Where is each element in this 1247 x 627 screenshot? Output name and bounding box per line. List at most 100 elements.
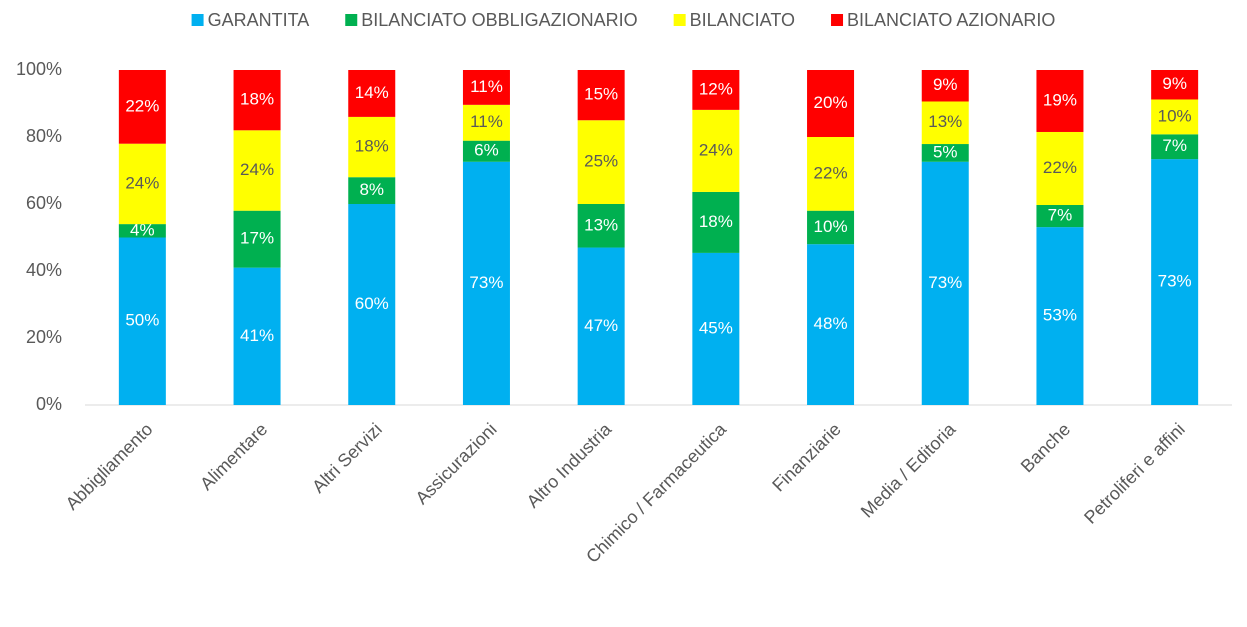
y-tick-label: 0%: [36, 394, 62, 414]
x-tick-label: Media / Editoria: [857, 418, 960, 521]
data-label: 7%: [1048, 206, 1073, 225]
data-label: 20%: [814, 93, 848, 112]
bar-segment: [462, 140, 510, 162]
bar-segment: [233, 210, 281, 268]
data-label: 24%: [699, 140, 733, 159]
data-label: 10%: [1158, 106, 1192, 125]
bar-segment: [462, 104, 510, 141]
data-label: 17%: [240, 229, 274, 248]
bar-segment: [807, 210, 855, 245]
x-tick-label: Banche: [1017, 419, 1074, 476]
data-label: 73%: [1158, 272, 1192, 291]
bar-segment: [692, 70, 740, 110]
bar-segment: [921, 101, 969, 145]
bar-segment: [1151, 159, 1199, 405]
data-label: 18%: [355, 137, 389, 156]
x-tick-label: Abbigliamento: [62, 419, 157, 514]
data-label: 48%: [814, 314, 848, 333]
bar-segment: [921, 144, 969, 162]
data-label: 13%: [584, 215, 618, 234]
y-tick-label: 40%: [26, 260, 62, 280]
bar-segment: [233, 70, 281, 131]
legend-label: GARANTITA: [208, 10, 310, 30]
data-label: 25%: [584, 152, 618, 171]
legend-swatch: [673, 14, 686, 26]
x-tick-label: Assicurazioni: [412, 419, 501, 508]
bar-segment: [921, 161, 969, 405]
data-label: 14%: [355, 83, 389, 102]
data-label: 22%: [1043, 158, 1077, 177]
legend-swatch: [191, 14, 204, 26]
bar-segment: [692, 109, 740, 192]
y-tick-label: 100%: [16, 59, 62, 79]
bar-segment: [1036, 227, 1084, 405]
data-label: 7%: [1162, 136, 1187, 155]
data-label: 73%: [928, 273, 962, 292]
bar-segment: [118, 70, 166, 144]
bar-segment: [921, 70, 969, 102]
bar-segment: [233, 267, 281, 405]
bar-segment: [233, 130, 281, 211]
data-label: 11%: [470, 112, 503, 131]
data-label: 18%: [240, 90, 274, 109]
bar-segment: [1036, 131, 1084, 206]
bar-segment: [462, 161, 510, 405]
bar-segment: [807, 244, 855, 405]
data-label: 12%: [699, 79, 733, 98]
data-label: 19%: [1043, 90, 1077, 109]
bar-segment: [348, 177, 396, 204]
data-label: 73%: [469, 273, 503, 292]
data-label: 10%: [814, 217, 848, 236]
bar-segment: [692, 252, 740, 405]
data-label: 8%: [359, 180, 384, 199]
data-label: 5%: [933, 142, 958, 161]
bar-segment: [1151, 134, 1199, 160]
bar-segment: [807, 137, 855, 211]
data-label: 24%: [125, 173, 159, 192]
bar-segment: [118, 237, 166, 405]
legend-swatch: [831, 14, 844, 26]
bar-segment: [348, 70, 396, 117]
data-label: 41%: [240, 326, 274, 345]
bar-segment: [118, 224, 166, 238]
data-label: 22%: [125, 96, 159, 115]
bar-segment: [462, 70, 510, 105]
data-label: 45%: [699, 318, 733, 337]
legend-swatch: [345, 14, 358, 26]
data-label: 11%: [470, 77, 503, 96]
data-label: 24%: [240, 160, 274, 179]
data-label: 60%: [355, 294, 389, 313]
legend-label: BILANCIATO AZIONARIO: [847, 10, 1055, 30]
bar-segment: [807, 70, 855, 137]
x-tick-label: Alimentare: [196, 419, 271, 494]
data-label: 22%: [814, 163, 848, 182]
bar-segment: [1151, 70, 1199, 100]
legend-label: BILANCIATO: [690, 10, 795, 30]
data-label: 9%: [1162, 74, 1187, 93]
bar-segment: [577, 70, 625, 121]
bar-segment: [692, 191, 740, 253]
x-tick-label: Petroliferi e affini: [1080, 419, 1189, 528]
x-tick-label: Finanziarie: [768, 419, 844, 495]
legend-label: BILANCIATO OBBLIGAZIONARIO: [361, 10, 637, 30]
y-tick-label: 20%: [26, 327, 62, 347]
bar-segment: [577, 204, 625, 248]
data-label: 9%: [933, 75, 958, 94]
bar-segment: [348, 204, 396, 405]
data-label: 13%: [928, 112, 962, 131]
data-label: 47%: [584, 316, 618, 335]
x-tick-label: Altri Servizi: [308, 419, 386, 497]
bar-segment: [577, 120, 625, 204]
bar-segment: [118, 143, 166, 225]
y-tick-label: 60%: [26, 193, 62, 213]
y-tick-label: 80%: [26, 126, 62, 146]
data-label: 18%: [699, 212, 733, 231]
bar-segment: [1036, 70, 1084, 132]
data-label: 53%: [1043, 306, 1077, 325]
data-label: 15%: [584, 85, 618, 104]
x-tick-label: Altro Industria: [523, 418, 616, 511]
data-label: 50%: [125, 311, 159, 330]
data-label: 4%: [130, 220, 155, 239]
bar-segment: [577, 247, 625, 405]
